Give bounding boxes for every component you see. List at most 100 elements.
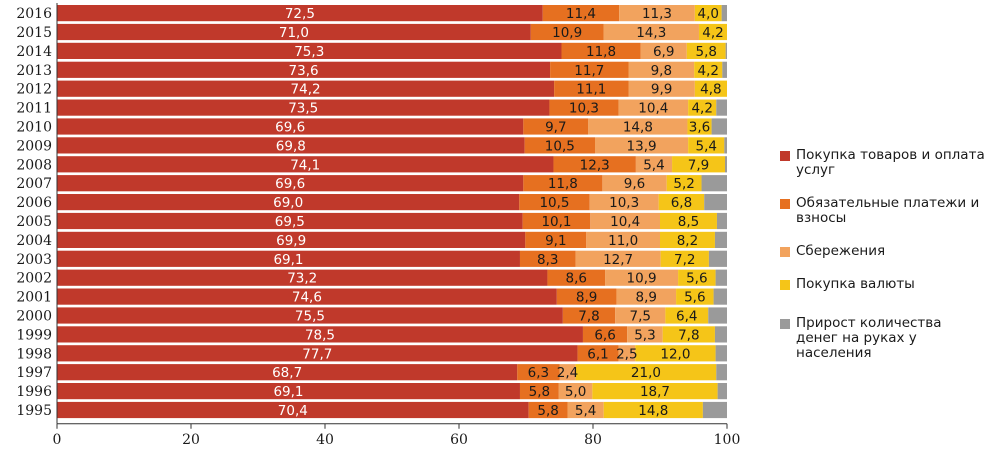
value-label-2002-series-3: 5,6 xyxy=(686,271,707,287)
value-label-2010-series-1: 9,7 xyxy=(545,120,566,136)
bar-2010-series-2 xyxy=(588,118,688,135)
value-label-2004-series-0: 69,9 xyxy=(276,233,306,249)
value-label-2015-series-0: 71,0 xyxy=(279,25,309,41)
value-label-2014-series-1: 11,8 xyxy=(586,44,616,60)
value-label-1999-series-3: 7,8 xyxy=(678,327,699,343)
bar-2004-series-1 xyxy=(525,231,587,248)
bar-2009-series-4 xyxy=(724,137,727,154)
bar-2011-series-4 xyxy=(716,99,727,116)
value-label-2001-series-2: 8,9 xyxy=(636,290,657,306)
bar-2009-series-1 xyxy=(524,137,596,154)
value-label-2005-series-3: 8,5 xyxy=(678,214,699,230)
legend-item-goods: Покупка товаров и оплата услуг xyxy=(780,148,995,178)
bar-2014-series-4 xyxy=(725,42,727,59)
bar-2013-series-1 xyxy=(550,61,629,78)
legend-swatch-savings xyxy=(780,247,790,257)
bar-2013-series-2 xyxy=(628,61,695,78)
bar-2005-series-3 xyxy=(660,212,717,230)
value-label-2008-series-0: 74,1 xyxy=(290,157,320,173)
bar-2003-series-4 xyxy=(708,250,727,267)
bar-2001-series-2 xyxy=(616,288,677,305)
year-label-2004: 2004 xyxy=(16,233,52,249)
year-label-2014: 2014 xyxy=(16,44,52,60)
bar-2001-series-0 xyxy=(57,288,557,305)
bar-2014-series-0 xyxy=(57,42,562,59)
bar-2011-series-0 xyxy=(57,99,550,116)
value-label-2007-series-0: 69,6 xyxy=(275,176,305,192)
bar-2002-series-3 xyxy=(678,269,716,286)
value-label-2016-series-2: 11,3 xyxy=(642,6,672,22)
value-label-2008-series-2: 5,4 xyxy=(643,157,664,173)
bar-1998-series-0 xyxy=(57,345,578,362)
value-label-2003-series-0: 69,1 xyxy=(273,252,303,268)
value-label-2009-series-2: 13,9 xyxy=(627,138,657,154)
bar-2006-series-4 xyxy=(704,194,727,211)
bar-2002-series-2 xyxy=(605,269,679,286)
value-label-2016-series-1: 11,4 xyxy=(566,6,596,22)
bar-2005-series-1 xyxy=(522,212,591,230)
bar-2016-series-2 xyxy=(619,5,695,22)
bar-2012-series-2 xyxy=(628,80,695,97)
x-tick-label-0: 0 xyxy=(53,432,62,448)
value-label-2004-series-2: 11,0 xyxy=(608,233,638,249)
bar-2000-series-2 xyxy=(615,307,666,324)
bar-2012-series-0 xyxy=(57,80,555,97)
x-tick-label-80: 80 xyxy=(584,432,602,448)
value-label-1996-series-3: 18,7 xyxy=(640,384,670,400)
value-label-2003-series-1: 8,3 xyxy=(537,252,558,268)
legend-label-goods: Покупка товаров и оплата услуг xyxy=(796,147,985,178)
year-label-1995: 1995 xyxy=(16,403,52,419)
bar-2016-series-4 xyxy=(721,5,727,22)
bar-1999-series-1 xyxy=(582,326,628,343)
value-label-2013-series-1: 11,7 xyxy=(574,63,604,79)
bar-2015-series-0 xyxy=(57,23,531,41)
bar-2008-series-2 xyxy=(635,156,673,173)
x-tick-label-100: 100 xyxy=(714,432,741,448)
legend-item-payments: Обязательные платежи и взносы xyxy=(780,196,995,226)
bar-2008-series-1 xyxy=(553,156,636,173)
year-label-1997: 1997 xyxy=(16,365,52,381)
bar-2011-series-2 xyxy=(618,99,689,116)
year-label-2002: 2002 xyxy=(16,271,52,287)
legend-item-cash: Прирост количества денег на руках у насе… xyxy=(780,316,981,361)
x-tick-label-40: 40 xyxy=(316,432,334,448)
value-label-1995-series-3: 14,8 xyxy=(638,403,668,419)
bar-2015-series-3 xyxy=(698,23,727,41)
bar-1997-series-3 xyxy=(575,364,717,381)
bar-2006-series-0 xyxy=(57,194,520,211)
legend-swatch-currency xyxy=(780,280,790,290)
bar-2009-series-0 xyxy=(57,137,525,154)
bar-2008-series-3 xyxy=(672,156,725,173)
value-label-2002-series-1: 8,6 xyxy=(566,271,587,287)
value-label-1996-series-1: 5,8 xyxy=(529,384,550,400)
bar-1996-series-3 xyxy=(592,383,718,400)
bar-2003-series-3 xyxy=(660,250,709,267)
value-label-2014-series-3: 5,8 xyxy=(695,44,716,60)
value-label-2015-series-2: 14,3 xyxy=(636,25,666,41)
value-label-2003-series-2: 12,7 xyxy=(603,252,633,268)
bar-1998-series-1 xyxy=(577,345,619,362)
value-label-2000-series-2: 7,5 xyxy=(629,309,650,325)
value-label-2007-series-3: 5,2 xyxy=(673,176,694,192)
bar-2005-series-4 xyxy=(716,212,727,230)
bar-2010-series-0 xyxy=(57,118,524,135)
bar-1999-series-4 xyxy=(714,326,727,343)
bar-2009-series-3 xyxy=(688,137,725,154)
legend-item-savings: Сбережения xyxy=(780,244,995,259)
bar-2016-series-3 xyxy=(694,5,722,22)
bar-2015-series-2 xyxy=(603,23,699,41)
x-tick-label-60: 60 xyxy=(450,432,468,448)
bar-2014-series-1 xyxy=(561,42,641,59)
value-label-2006-series-2: 10,3 xyxy=(609,195,639,211)
value-label-2013-series-0: 73,6 xyxy=(289,63,319,79)
bar-2000-series-4 xyxy=(708,307,727,324)
legend-label-savings: Сбережения xyxy=(796,243,886,259)
year-label-2001: 2001 xyxy=(16,290,52,306)
bar-2004-series-3 xyxy=(660,231,715,248)
bar-2003-series-1 xyxy=(519,250,576,267)
legend-label-cash: Прирост количества денег на руках у насе… xyxy=(796,315,942,361)
bar-1996-series-2 xyxy=(558,383,593,400)
bar-2012-series-3 xyxy=(694,80,727,97)
value-label-2014-series-2: 6,9 xyxy=(653,44,674,60)
